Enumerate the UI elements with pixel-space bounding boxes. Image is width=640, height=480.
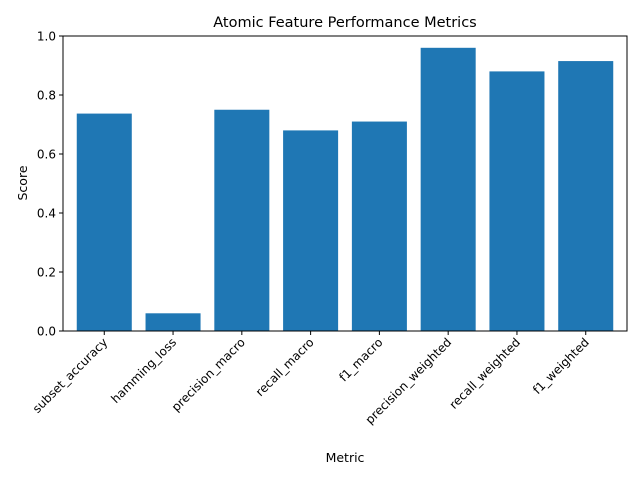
y-tick-label: 0.8 bbox=[37, 89, 56, 103]
bar bbox=[351, 121, 407, 331]
y-axis-label: Score bbox=[15, 165, 30, 200]
y-tick-label: 0.4 bbox=[37, 207, 56, 221]
bar bbox=[145, 313, 201, 331]
y-tick-label: 0.2 bbox=[37, 266, 56, 280]
y-tick-label: 0.6 bbox=[37, 148, 56, 162]
chart-title: Atomic Feature Performance Metrics bbox=[213, 15, 477, 31]
plot-frame bbox=[62, 35, 628, 332]
bar bbox=[283, 130, 339, 331]
bar bbox=[489, 71, 545, 332]
bar bbox=[558, 61, 614, 331]
y-tick-label: 1.0 bbox=[37, 30, 56, 44]
bar bbox=[214, 109, 270, 331]
bar bbox=[76, 113, 132, 332]
y-tick-label: 0.0 bbox=[37, 325, 56, 339]
x-axis-label: Metric bbox=[326, 450, 365, 465]
bar bbox=[420, 47, 476, 332]
